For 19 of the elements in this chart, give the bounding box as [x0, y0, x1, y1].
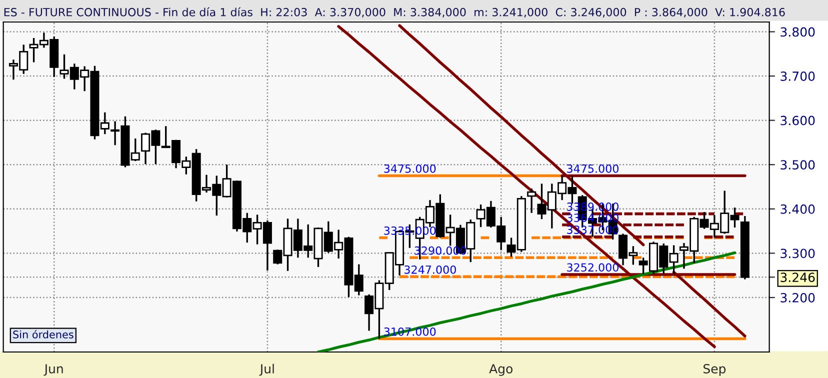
x-tick-label: Jul	[259, 364, 274, 376]
y-tick-label: 3.600	[780, 116, 815, 126]
series-label: 3247.000	[404, 265, 456, 274]
series-label: 3252.000	[567, 263, 619, 272]
y-tick-label: 3.200	[780, 292, 815, 302]
series-label: 3475.000	[384, 164, 436, 173]
y-tick-label: 3.300	[780, 248, 815, 258]
series-label: 3364.000	[567, 214, 619, 222]
series-label: 3475.000	[567, 164, 619, 173]
annotation: Sin órdenes	[13, 330, 74, 338]
y-tick-label: 3.246	[780, 272, 815, 282]
y-tick-label: 3.700	[780, 72, 815, 81]
y-tick-label: 3.800	[780, 27, 815, 37]
y-tick-label: 3.400	[780, 204, 815, 214]
x-tick-label: Sep	[703, 364, 726, 376]
y-tick-label: 3.500	[780, 160, 815, 170]
x-tick-label: Ago	[489, 364, 512, 376]
x-tick-label: Jun	[44, 364, 63, 376]
chart-title: ES - FUTURE CONTINUOUS - Fin de día 1 días H: 22:03 A: 3.370,000 M: 3.384,000 m: 3.241,000 C: 3.246,000 P : 3.864,000 V: 1.904.816	[4, 7, 785, 18]
